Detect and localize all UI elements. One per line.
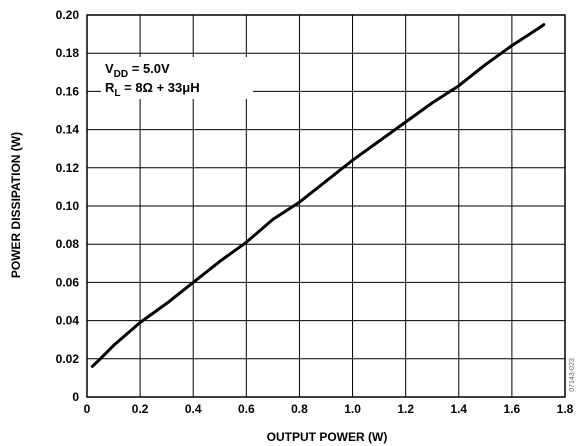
y-tick-label: 0.14 (56, 123, 80, 137)
y-tick-label: 0.12 (56, 161, 80, 175)
series-line (90, 23, 546, 368)
rl-value: = 8Ω + 33μH (121, 80, 200, 95)
y-tick-labels: 0 0.02 0.04 0.06 0.08 0.10 0.12 0.14 0.16 0.18 0.2… (56, 8, 80, 404)
x-tick-label: 1.2 (397, 402, 414, 416)
x-tick-labels: 0 0.2 0.4 0.6 0.8 1.0 1.2 1.4 1.6 1.8 (84, 402, 574, 416)
x-tick-label: 1.4 (450, 402, 467, 416)
y-tick-label: 0.06 (56, 275, 80, 289)
x-tick-label: 0.4 (185, 402, 202, 416)
y-tick-label: 0 (72, 390, 79, 404)
vdd-subscript: DD (114, 69, 128, 80)
x-tick-label: 0 (84, 402, 91, 416)
rl-annotation: RL = 8Ω + 33μH (105, 80, 200, 99)
rl-symbol: R (105, 80, 115, 95)
x-tick-label: 0.8 (291, 402, 308, 416)
x-tick-label: 1.8 (557, 402, 574, 416)
rl-subscript: L (114, 88, 120, 99)
vdd-value: = 5.0V (128, 61, 170, 76)
y-tick-label: 0.20 (56, 8, 80, 22)
x-tick-label: 1.0 (344, 402, 361, 416)
y-tick-label: 0.04 (56, 314, 80, 328)
figure-code: 07143-023 (569, 358, 576, 392)
x-axis-title: OUTPUT POWER (W) (267, 430, 388, 444)
y-tick-label: 0.10 (56, 199, 80, 213)
vdd-symbol: V (105, 61, 114, 76)
plot-frame (86, 14, 566, 398)
annotation-background (101, 57, 253, 99)
y-tick-label: 0.16 (56, 84, 80, 98)
grid-lines (87, 15, 565, 397)
y-axis-title: POWER DISSIPATION (W) (9, 132, 23, 278)
y-tick-label: 0.18 (56, 46, 80, 60)
x-tick-label: 0.6 (238, 402, 255, 416)
y-tick-label: 0.02 (56, 352, 80, 366)
x-tick-label: 0.2 (132, 402, 149, 416)
y-tick-label: 0.08 (56, 237, 80, 251)
vdd-annotation: VDD = 5.0V (105, 61, 170, 80)
annotation-box: VDD = 5.0V RL = 8Ω + 33μH (101, 57, 253, 99)
x-tick-label: 1.6 (504, 402, 521, 416)
